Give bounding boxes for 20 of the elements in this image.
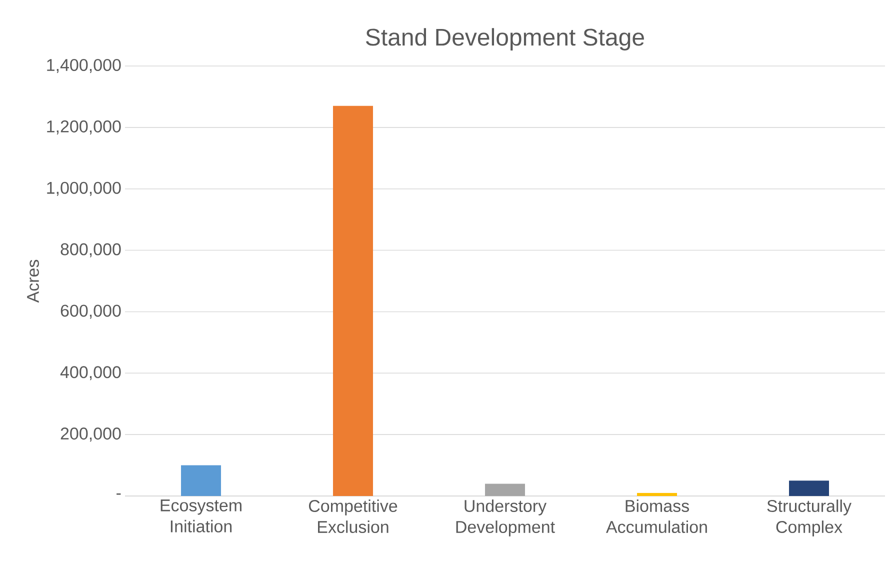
y-tick-label: 400,000 [60,366,121,380]
bar [181,465,222,496]
x-tick-label: Biomass Accumulation [606,500,707,534]
y-tick-label: 200,000 [60,428,121,442]
chart-title: Stand Development Stage [366,28,644,50]
y-axis-title: Acres [27,260,39,303]
x-tick-label: Ecosystem Initiation [160,500,242,532]
bar [789,480,830,496]
x-tick-label: Competitive Exclusion [308,500,398,534]
x-tick-label: Structurally Complex [767,500,852,536]
bar [333,106,373,496]
y-tick-label: 1,000,000 [47,182,121,196]
y-tick-label: 800,000 [60,243,121,258]
y-tick-label: 1,400,000 [47,58,121,74]
y-tick-label: - [116,493,121,495]
x-tick-label: Understory Development [456,500,555,536]
bar [485,484,526,496]
y-tick-label: 1,200,000 [47,120,121,134]
y-tick-label: 600,000 [60,304,121,319]
bar [637,492,678,496]
